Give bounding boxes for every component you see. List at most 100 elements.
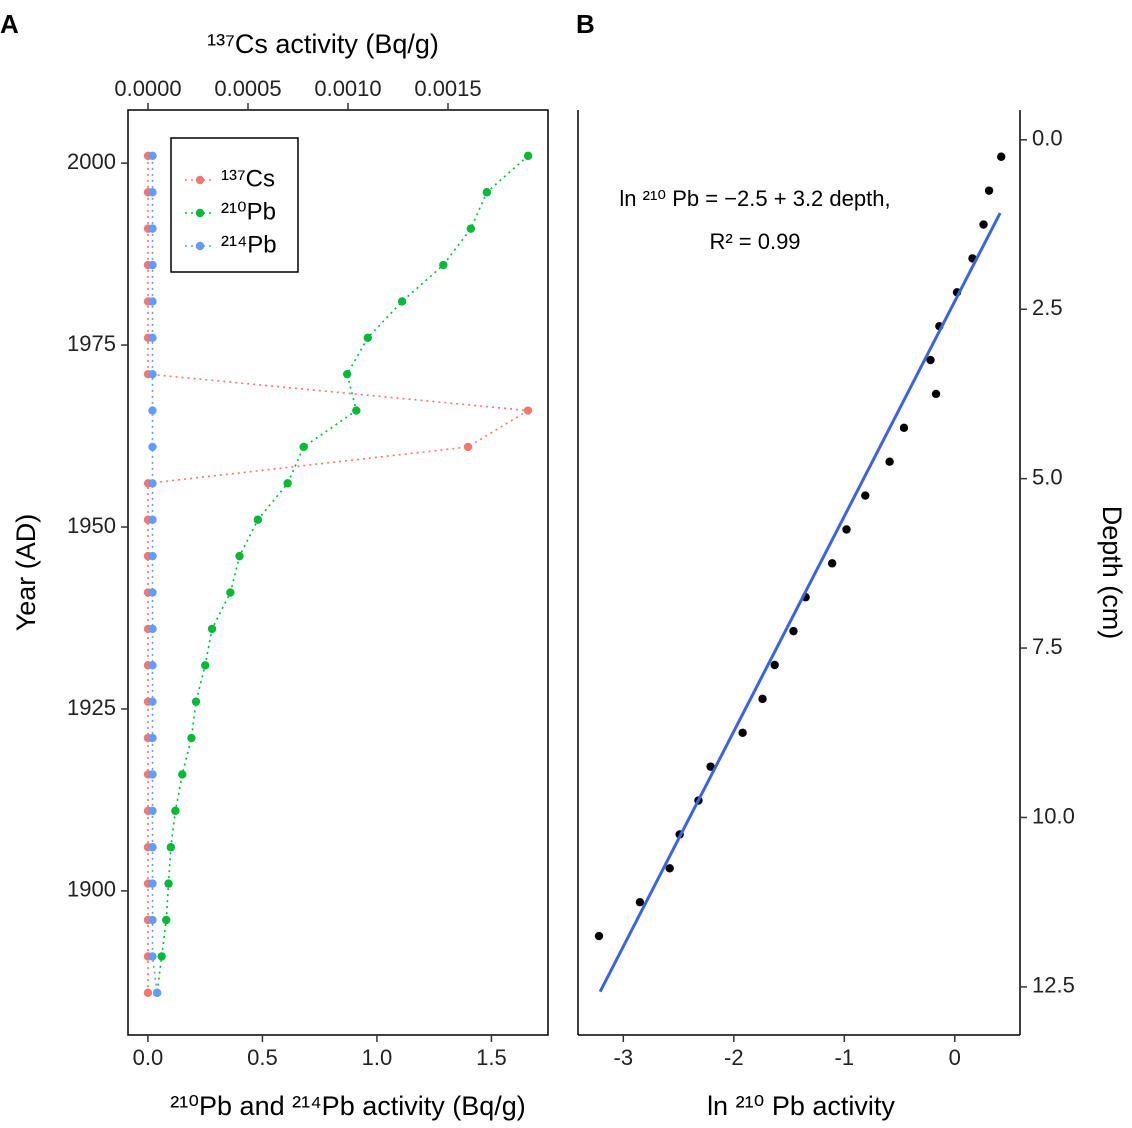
legend-marker	[195, 175, 205, 185]
data-point	[148, 843, 157, 852]
data-point	[171, 806, 180, 816]
x-tick-label: 0.0	[133, 1045, 164, 1070]
legend-label: ²¹⁴Pb	[221, 231, 277, 258]
data-point	[594, 931, 604, 941]
data-point	[979, 220, 988, 229]
legend-label: ²¹⁰Pb	[221, 198, 276, 225]
y-tick-label: 5.0	[1032, 464, 1063, 489]
data-point	[200, 661, 210, 670]
data-point	[148, 661, 157, 670]
data-point	[148, 515, 157, 524]
x-tick-label: 0.5	[247, 1045, 278, 1070]
data-point	[157, 952, 166, 961]
y-tick-label: 2000	[67, 149, 116, 174]
y-tick-label: 1925	[67, 695, 116, 720]
data-point	[738, 728, 747, 737]
legend-label: ¹³⁷Cs	[221, 165, 275, 192]
y-axis-title: Depth (cm)	[1097, 506, 1127, 640]
data-point	[187, 733, 196, 743]
data-point	[397, 297, 407, 306]
panel-label: B	[576, 9, 595, 39]
data-point	[466, 224, 476, 233]
data-point	[235, 551, 244, 561]
series-line	[147, 155, 531, 993]
data-point	[148, 770, 157, 779]
data-point	[166, 843, 176, 852]
x-tick-label: 1.5	[476, 1045, 507, 1070]
data-point	[363, 333, 372, 342]
x-tick-label: -1	[835, 1045, 855, 1070]
data-point	[148, 333, 157, 342]
data-point	[148, 879, 157, 888]
data-point	[984, 186, 994, 195]
data-point	[706, 762, 715, 771]
y-tick-label: 1950	[67, 513, 116, 538]
series-line	[156, 155, 529, 993]
data-point	[439, 260, 448, 270]
data-point	[523, 406, 533, 415]
data-point	[148, 369, 157, 379]
x-axis-title: ²¹⁰Pb and ²¹⁴Pb activity (Bq/g)	[170, 1091, 526, 1121]
data-point	[482, 188, 492, 197]
fit-line	[598, 212, 1002, 993]
data-point	[148, 406, 157, 415]
data-point	[931, 389, 941, 399]
y-axis-title: Year (AD)	[11, 514, 41, 632]
x-tick-label: -3	[614, 1045, 634, 1070]
data-point	[770, 660, 779, 670]
data-point	[635, 897, 645, 907]
data-point	[148, 806, 157, 816]
data-point	[191, 697, 201, 706]
data-point	[143, 988, 153, 997]
legend-box	[170, 137, 299, 273]
data-point	[148, 224, 157, 233]
y-tick-label: 2.5	[1032, 295, 1063, 320]
data-point	[148, 151, 157, 161]
x2-tick-label: 0.0015	[414, 76, 481, 101]
data-point	[148, 188, 157, 197]
data-point	[148, 733, 157, 743]
y-tick-label: 10.0	[1032, 803, 1075, 828]
data-point	[283, 479, 292, 488]
data-point	[148, 915, 157, 925]
data-point	[463, 442, 473, 452]
data-point	[926, 355, 935, 365]
data-point	[148, 624, 157, 634]
data-point	[861, 491, 870, 500]
data-point	[352, 406, 361, 415]
data-point	[148, 479, 157, 488]
x-tick-label: 0	[949, 1045, 961, 1070]
y-tick-label: 1900	[67, 877, 116, 902]
data-point	[148, 260, 157, 270]
x-tick-label: -2	[724, 1045, 744, 1070]
series-line	[151, 155, 158, 993]
data-point	[758, 694, 767, 704]
data-point	[827, 559, 837, 568]
data-point	[148, 551, 157, 561]
y-tick-label: 7.5	[1032, 634, 1063, 659]
panel-label: A	[0, 9, 19, 39]
x-tick-label: 1.0	[362, 1045, 393, 1070]
data-point	[148, 442, 157, 452]
data-point	[148, 697, 157, 706]
plot-frame	[127, 109, 549, 1036]
data-point	[207, 624, 217, 634]
data-point	[164, 879, 173, 888]
legend-marker	[195, 241, 205, 251]
data-point	[162, 915, 171, 925]
legend-marker	[195, 208, 205, 218]
y-tick-label: 1975	[67, 331, 116, 356]
data-point	[148, 952, 157, 961]
y-tick-label: 12.5	[1032, 973, 1075, 998]
annotation: ln ²¹⁰ Pb = −2.5 + 3.2 depth,	[619, 186, 890, 211]
data-point	[253, 515, 263, 524]
x-axis-title: ln ²¹⁰ Pb activity	[707, 1091, 895, 1121]
data-point	[523, 151, 533, 161]
x2-tick-label: 0.0005	[214, 76, 281, 101]
data-point	[885, 457, 894, 466]
data-point	[226, 588, 235, 597]
data-point	[789, 626, 798, 636]
annotation: R² = 0.99	[709, 229, 800, 254]
data-point	[997, 152, 1006, 161]
